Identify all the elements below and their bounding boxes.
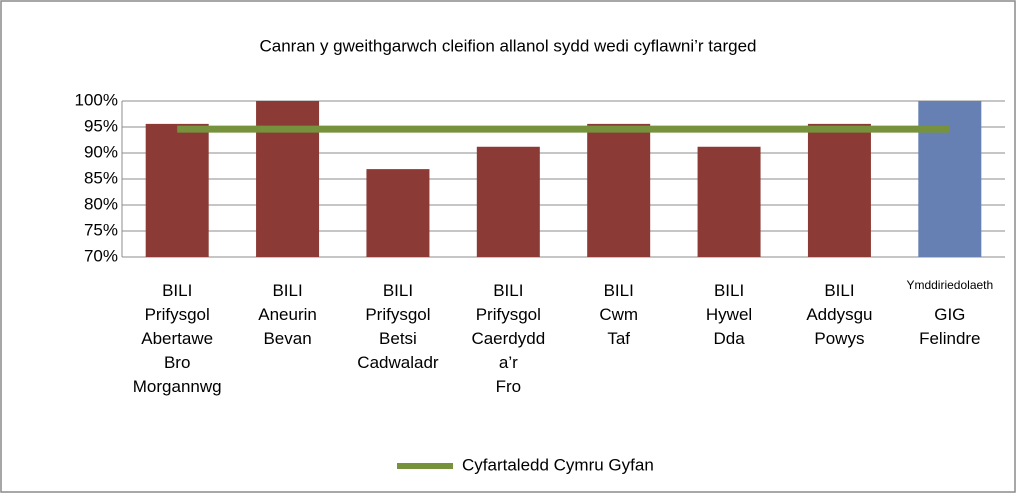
x-tick-label-line: Cadwaladr [357,353,439,372]
x-tick-label-line: BILI [824,281,854,300]
x-tick-label-line: Cwm [599,305,638,324]
x-tick-label-line: Dda [713,329,745,348]
x-tick-label-line: Hywel [706,305,752,324]
x-tick-label-line: Addysgu [806,305,872,324]
x-tick-label-line: GIG [934,305,965,324]
y-tick-label: 100% [75,90,118,109]
x-tick-label: BILI Aneurin Bevan [258,281,317,348]
bar [918,101,982,257]
x-tick-label-line: BILI [604,281,634,300]
legend-label: Cyfartaledd Cymru Gyfan [462,455,654,474]
x-tick-label-line: Prifysgol [365,305,430,324]
y-tick-label: 70% [84,246,118,265]
y-tick-label: 90% [84,142,118,161]
x-tick-label-line: a’r [499,353,518,372]
x-tick-label-line: Felindre [919,329,980,348]
x-tick-label: BILI Addysgu Powys [806,281,872,348]
x-tick-label: BILI Prifysgol Betsi Cadwaladr [357,281,439,372]
x-tick-label-line: BILI [272,281,302,300]
bar [366,169,430,257]
bar [476,146,540,257]
chart-title: Canran y gweithgarwch cleifion allanol s… [259,36,756,55]
x-tick-label-line: Caerdydd [471,329,545,348]
bar [807,123,871,257]
bar [697,146,761,257]
x-tick-label: Ymddiriedolaeth GIG Felindre [906,278,993,348]
bar [587,123,651,257]
x-tick-label-line: Taf [607,329,630,348]
y-tick-label: 95% [84,116,118,135]
x-tick-label-line: Aneurin [258,305,317,324]
y-tick-label: 85% [84,168,118,187]
x-tick-label-line: Fro [496,377,522,396]
x-tick-label-line: Abertawe [141,329,213,348]
x-tick-label-line: Bevan [263,329,311,348]
x-tick-label: BILI Prifysgol Abertawe Bro Morgannwg [133,281,222,396]
x-tick-label-line: Ymddiriedolaeth [906,278,993,292]
x-tick-label-line: Morgannwg [133,377,222,396]
y-tick-label: 75% [84,220,118,239]
x-tick-label-line: Prifysgol [145,305,210,324]
x-tick-label: BILI Prifysgol Caerdydd a’r Fro [471,281,545,396]
x-tick-label: BILI Hywel Dda [706,281,752,348]
bar [145,123,209,257]
x-tick-label-line: BILI [383,281,413,300]
x-tick-label-line: Bro [164,353,190,372]
x-tick-label-line: Betsi [379,329,417,348]
y-tick-label: 80% [84,194,118,213]
x-tick-label-line: BILI [162,281,192,300]
bar [256,101,320,257]
x-tick-label-line: Prifysgol [476,305,541,324]
x-tick-label-line: BILI [714,281,744,300]
x-tick-label: BILI Cwm Taf [599,281,638,348]
x-tick-label-line: Powys [814,329,864,348]
x-tick-label-line: BILI [493,281,523,300]
